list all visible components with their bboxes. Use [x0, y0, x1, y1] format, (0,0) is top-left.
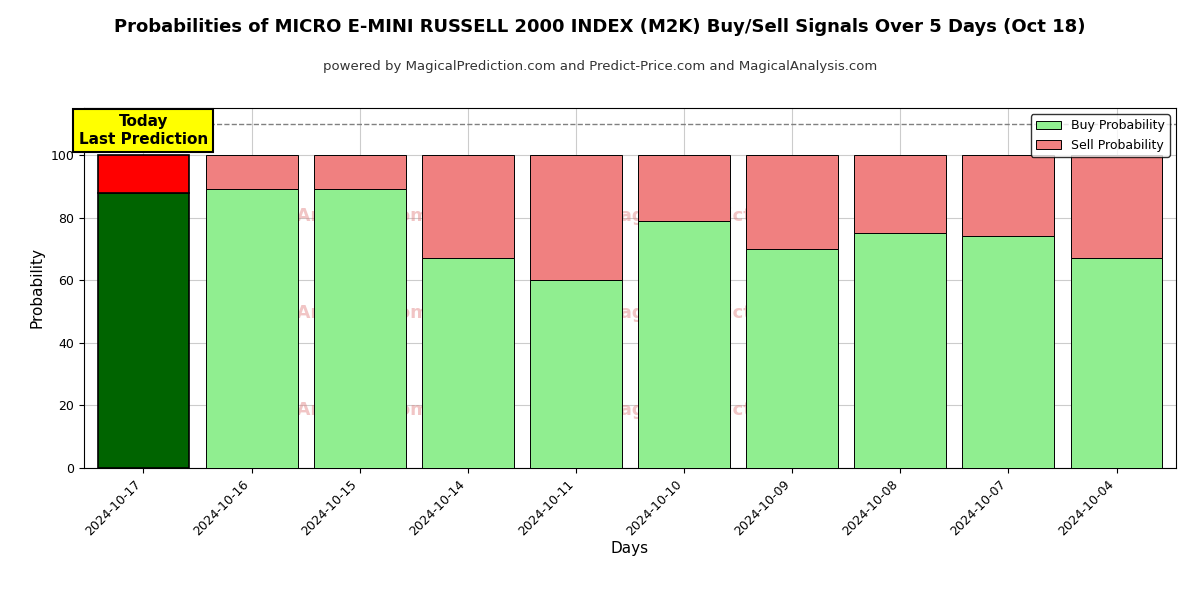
Bar [97, 193, 190, 468]
Bar [313, 190, 406, 468]
Text: MagicalPrediction.com: MagicalPrediction.com [602, 401, 832, 419]
Bar [422, 155, 514, 258]
Bar [854, 155, 947, 233]
Text: MagicalAnalysis.com: MagicalAnalysis.com [220, 304, 430, 322]
Bar [746, 249, 838, 468]
Bar [962, 236, 1055, 468]
Y-axis label: Probability: Probability [30, 247, 44, 329]
Bar [1070, 258, 1163, 468]
Bar [97, 155, 190, 193]
Bar [638, 155, 730, 221]
Bar [205, 155, 298, 190]
Bar [854, 233, 947, 468]
Bar [530, 280, 622, 468]
Bar [1070, 155, 1163, 258]
Bar [422, 258, 514, 468]
Bar [530, 155, 622, 280]
Bar [962, 155, 1055, 236]
Text: powered by MagicalPrediction.com and Predict-Price.com and MagicalAnalysis.com: powered by MagicalPrediction.com and Pre… [323, 60, 877, 73]
Text: MagicalAnalysis.com: MagicalAnalysis.com [220, 207, 430, 225]
Text: MagicalAnalysis.com: MagicalAnalysis.com [220, 401, 430, 419]
Text: MagicalPrediction.com: MagicalPrediction.com [602, 304, 832, 322]
Legend: Buy Probability, Sell Probability: Buy Probability, Sell Probability [1031, 114, 1170, 157]
Bar [638, 221, 730, 468]
Bar [205, 190, 298, 468]
Text: Today
Last Prediction: Today Last Prediction [79, 114, 208, 146]
Text: Probabilities of MICRO E-MINI RUSSELL 2000 INDEX (M2K) Buy/Sell Signals Over 5 D: Probabilities of MICRO E-MINI RUSSELL 20… [114, 18, 1086, 36]
Bar [313, 155, 406, 190]
Bar [746, 155, 838, 249]
X-axis label: Days: Days [611, 541, 649, 556]
Text: MagicalPrediction.com: MagicalPrediction.com [602, 207, 832, 225]
